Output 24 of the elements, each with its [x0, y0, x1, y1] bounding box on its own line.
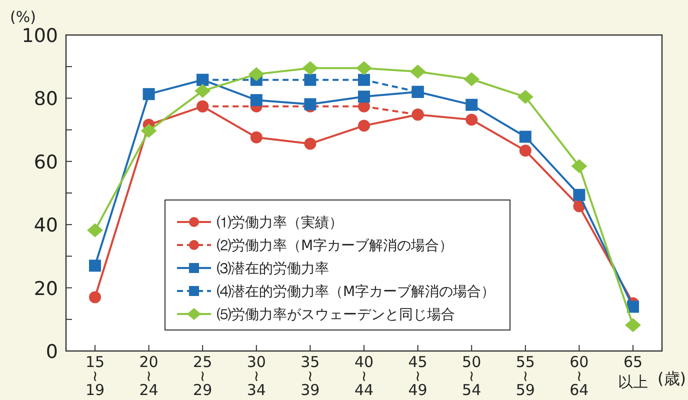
y-axis-title: (%) — [10, 8, 36, 26]
y-tick-label: 80 — [34, 88, 58, 110]
y-tick-label: 0 — [46, 341, 58, 363]
y-tick-label: 60 — [34, 151, 58, 174]
x-tick-label: 65 以上 — [618, 353, 648, 391]
x-tick-label: 30 ≀ 34 — [246, 353, 266, 399]
x-tick-label: 55 ≀ 59 — [516, 353, 535, 399]
legend-label: ⑴労働力率（実績） — [217, 215, 343, 231]
y-tick-label: 20 — [34, 278, 58, 300]
x-tick-label: 60 ≀ 64 — [570, 353, 589, 399]
x-tick-label: 25 ≀ 29 — [193, 353, 212, 399]
legend-label: ⑷潜在的労働力率（M字カーブ解消の場合） — [217, 284, 496, 300]
x-tick-label: 35 ≀ 39 — [300, 353, 320, 399]
x-tick-label: 45 ≀ 49 — [408, 353, 428, 399]
x-tick-label: 50 ≀ 54 — [462, 353, 482, 399]
legend-label: ⑶潜在的労働力率 — [217, 261, 329, 277]
y-tick-label: 100 — [22, 25, 58, 47]
y-tick-label: 40 — [34, 214, 58, 237]
legend-label: ⑸労働力率がスウェーデンと同じ場合 — [217, 307, 455, 323]
x-tick-label: 15 ≀ 19 — [85, 353, 105, 399]
x-tick-label: 40 ≀ 44 — [354, 353, 374, 399]
x-axis-title: (歳) — [658, 369, 686, 388]
x-tick-label: 20 ≀ 24 — [139, 353, 158, 399]
legend-label: ⑵労働力率（M字カーブ解消の場合） — [217, 238, 454, 254]
